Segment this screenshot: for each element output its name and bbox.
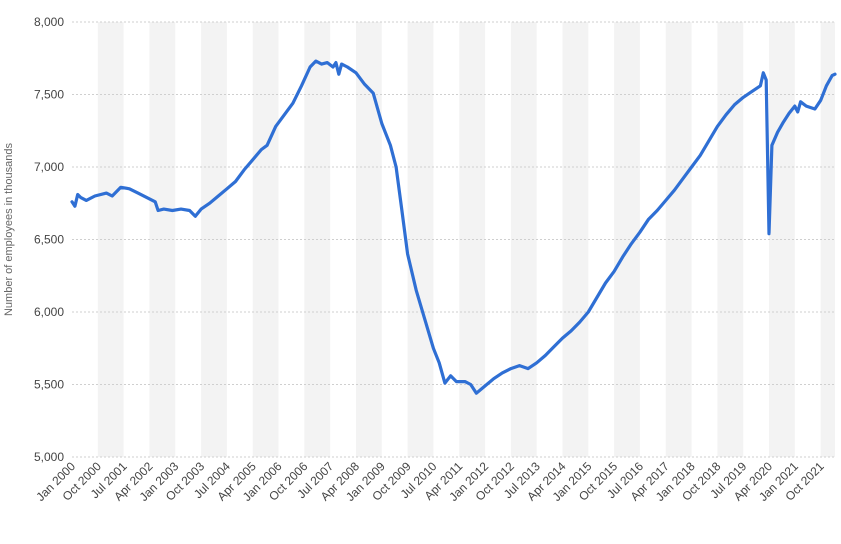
y-tick-label: 6,500	[34, 233, 64, 247]
y-tick-label: 7,000	[34, 160, 64, 174]
background-band	[97, 22, 124, 457]
y-tick-label: 5,500	[34, 378, 64, 392]
series-line	[70, 59, 837, 395]
grid-lines	[72, 21, 835, 458]
y-tick-label: 7,500	[34, 88, 64, 102]
y-tick-label: 8,000	[34, 15, 64, 29]
y-axis-label: Number of employees in thousands	[3, 142, 15, 316]
y-axis-ticks: 5,000 5,500 6,000 6,500 7,000 7,500 8,000	[34, 15, 64, 464]
background-band	[665, 22, 692, 457]
y-tick-label: 6,000	[34, 305, 64, 319]
background-band	[820, 22, 835, 457]
y-tick-label: 5,000	[34, 450, 64, 464]
series-group	[70, 59, 837, 395]
